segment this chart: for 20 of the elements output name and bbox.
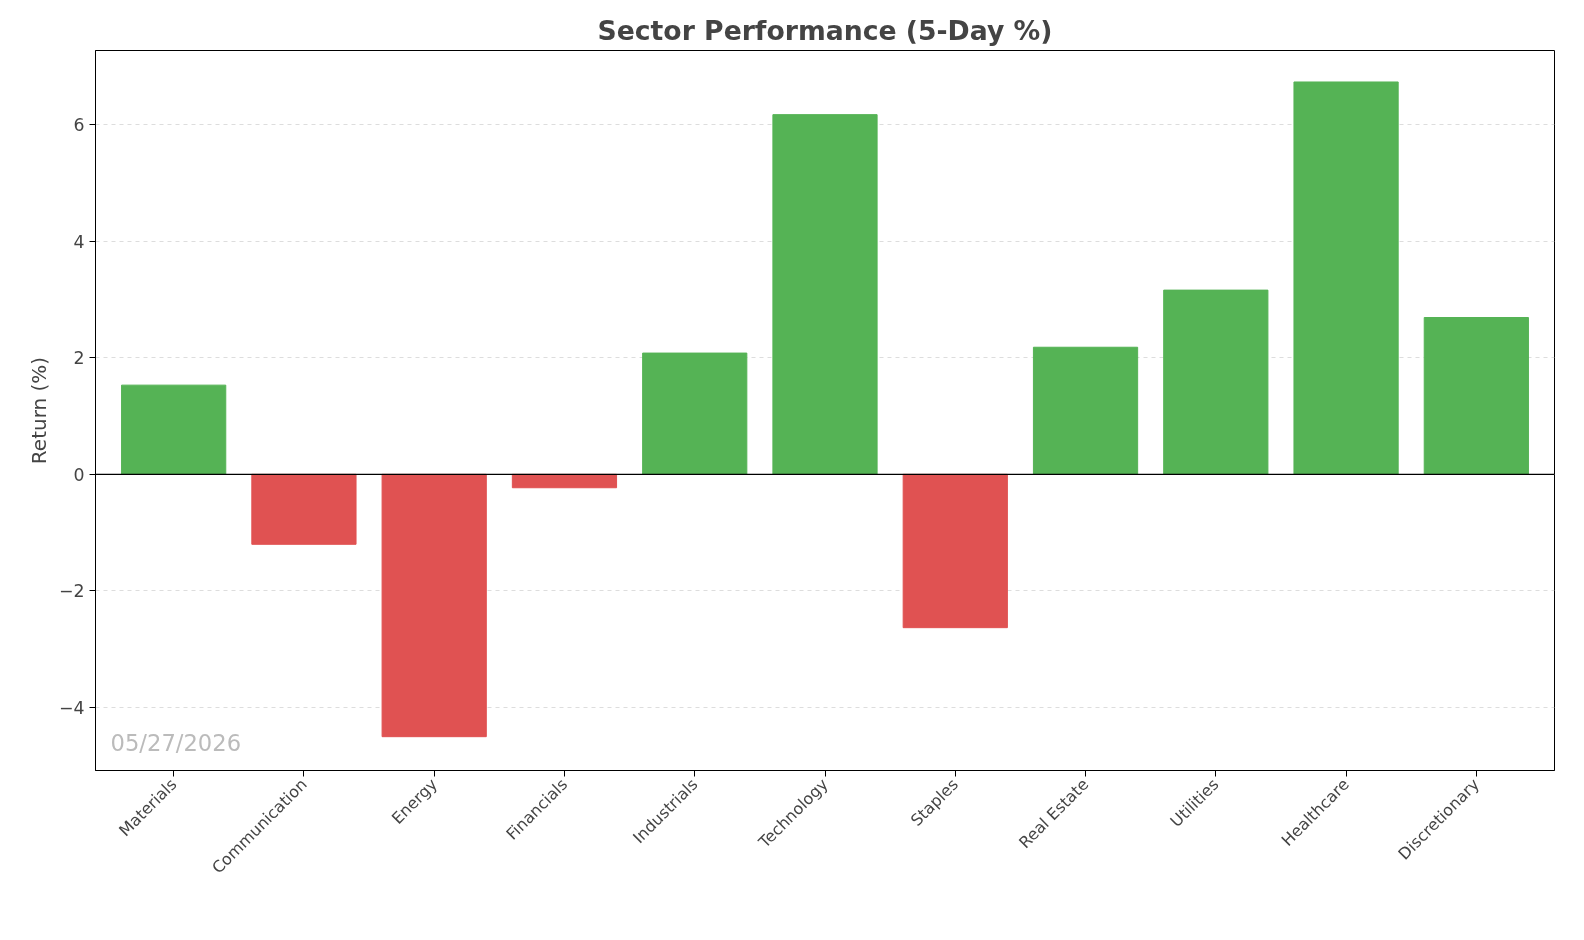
bar <box>1032 346 1139 475</box>
y-tick-label: −4 <box>58 698 85 719</box>
bar <box>902 473 1008 629</box>
y-tick-label: −2 <box>58 581 85 602</box>
bar <box>1293 81 1399 475</box>
bar <box>1423 317 1529 475</box>
y-tick-label: 6 <box>73 115 85 136</box>
y-axis-title: Return (%) <box>26 356 51 465</box>
bar <box>772 114 878 475</box>
bar <box>381 473 487 738</box>
y-tick-label: 4 <box>73 231 85 252</box>
y-tick-label: 0 <box>73 464 85 485</box>
bar <box>511 473 618 489</box>
bar <box>121 384 227 475</box>
bar <box>642 352 748 475</box>
annotation: 05/27/2026 <box>110 729 242 756</box>
y-tick-label: 2 <box>73 348 85 369</box>
chart-title: Sector Performance (5-Day %) <box>597 14 1053 46</box>
bar <box>251 473 357 545</box>
bar <box>1163 289 1269 475</box>
